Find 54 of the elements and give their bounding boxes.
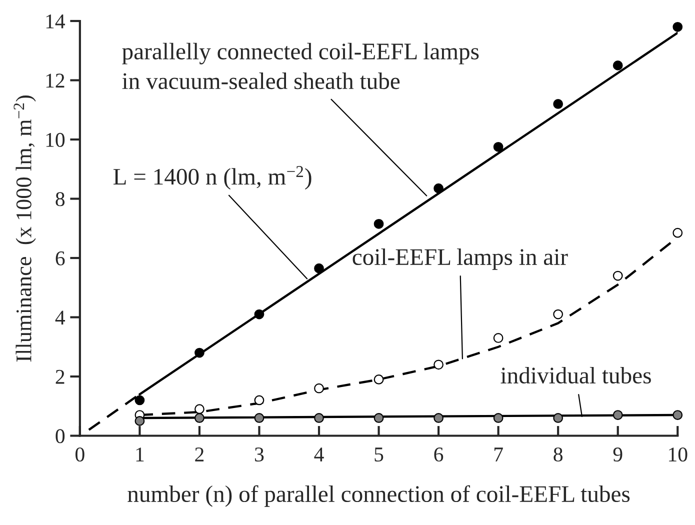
point <box>254 413 264 423</box>
x-tick-label: 7 <box>494 448 503 462</box>
x-tick-label: 5 <box>374 448 384 462</box>
annotation: L = 1400 n (lm, m$^{−2}$) <box>113 166 312 190</box>
point <box>254 309 264 320</box>
point <box>194 348 204 358</box>
y-tick-label: 12 <box>46 74 64 88</box>
x-axis-title: number (n) of parallel connection of coil-EEFL tubes <box>128 485 630 507</box>
point <box>314 383 324 394</box>
point <box>493 413 504 423</box>
point <box>612 270 623 281</box>
y-tick-label: 14 <box>46 14 66 28</box>
point <box>434 360 444 370</box>
x-tick-label: 6 <box>434 448 444 462</box>
point <box>194 413 204 423</box>
point <box>194 404 204 414</box>
y-tick-label: 10 <box>46 132 65 147</box>
point <box>434 183 444 194</box>
point <box>612 60 623 70</box>
x-tick-label: 4 <box>314 448 324 462</box>
point <box>314 413 324 423</box>
x-tick-label: 1 <box>136 448 144 462</box>
annotation: coil-EEFL lamps in air <box>352 248 568 270</box>
point <box>374 218 384 229</box>
point <box>493 333 504 343</box>
point <box>672 228 683 238</box>
y-axis-title: Illuminance (x 1000 lm, m$^{−2}$) <box>14 96 36 362</box>
y-tick-label: 4 <box>55 310 66 324</box>
point <box>134 395 145 406</box>
x-tick-label: 0 <box>76 447 84 462</box>
point <box>374 374 384 384</box>
point <box>374 413 384 423</box>
point <box>134 416 145 426</box>
point <box>553 413 564 423</box>
point <box>553 309 564 320</box>
point <box>314 263 324 274</box>
x-tick-label: 9 <box>613 448 622 462</box>
x-tick-label: 2 <box>195 448 204 462</box>
point <box>612 410 623 420</box>
point <box>672 410 683 420</box>
x-tick-label: 10 <box>669 447 688 462</box>
y-tick-label: 8 <box>56 192 65 206</box>
annotation: parallelly connected coil-EEFL lamps in vacuum-sealed sheath tube <box>122 42 479 90</box>
y-tick-label: 0 <box>56 429 65 444</box>
point <box>254 395 264 406</box>
point <box>672 22 683 32</box>
point <box>493 142 504 152</box>
point <box>434 413 444 423</box>
point <box>553 99 564 109</box>
y-tick-label: 6 <box>56 251 65 266</box>
annotation: individual tubes <box>500 366 651 384</box>
x-tick-label: 3 <box>255 448 264 462</box>
x-tick-label: 8 <box>554 447 562 462</box>
y-tick-label: 2 <box>56 370 64 384</box>
